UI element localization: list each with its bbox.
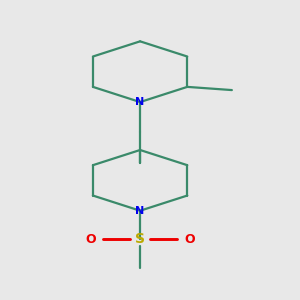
Text: N: N bbox=[136, 206, 145, 216]
Text: S: S bbox=[135, 232, 145, 247]
Text: O: O bbox=[184, 233, 195, 246]
Text: N: N bbox=[136, 97, 145, 107]
Text: O: O bbox=[85, 233, 96, 246]
